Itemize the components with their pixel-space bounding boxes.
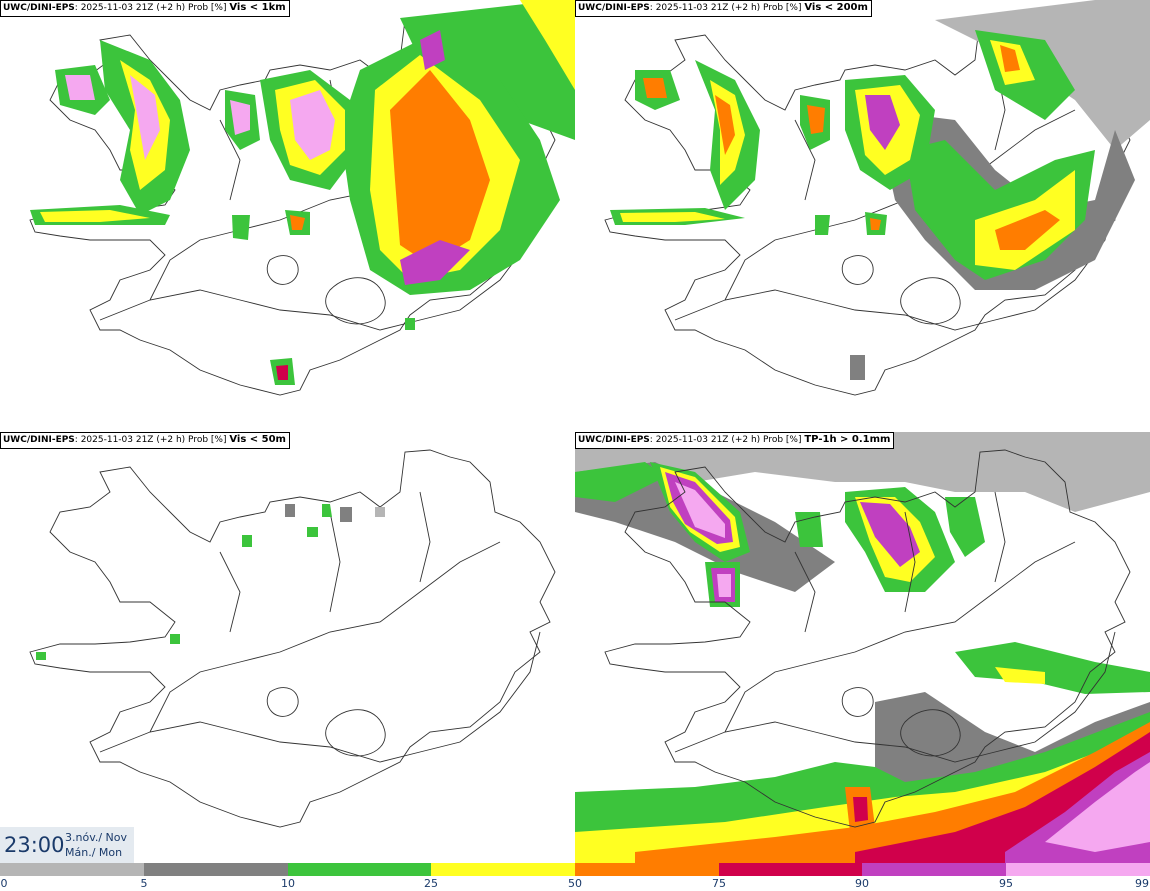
panel-title-tp-1h: UWC/DINI-EPS: 2025-11-03 21Z (+2 h) Prob…: [575, 432, 895, 449]
map-panel-vis-1km: UWC/DINI-EPS: 2025-11-03 21Z (+2 h) Prob…: [0, 0, 575, 432]
panel-run: : 2025-11-03 21Z (+2 h) Prob [%]: [649, 435, 802, 445]
iceland-map-tp-1h: [575, 432, 1150, 863]
panel-source: UWC/DINI-EPS: [578, 435, 650, 445]
map-panel-tp-1h: UWC/DINI-EPS: 2025-11-03 21Z (+2 h) Prob…: [575, 432, 1150, 863]
panel-run: : 2025-11-03 21Z (+2 h) Prob [%]: [74, 435, 227, 445]
colorbar-tick: 5: [140, 877, 148, 890]
panel-source: UWC/DINI-EPS: [578, 3, 650, 13]
colorbar-tick: 50: [568, 877, 582, 890]
panel-run: : 2025-11-03 21Z (+2 h) Prob [%]: [649, 3, 802, 13]
iceland-map-vis-50m: [29, 449, 556, 828]
panel-variable: Vis < 50m: [229, 434, 286, 445]
colorbar-tick: 75: [712, 877, 726, 890]
colorbar-segment: [1006, 863, 1150, 876]
colorbar-segment: [144, 863, 288, 876]
colorbar-segment: [0, 863, 144, 876]
panel-title-vis-50m: UWC/DINI-EPS: 2025-11-03 21Z (+2 h) Prob…: [0, 432, 290, 449]
colorbar-tick: 25: [424, 877, 438, 890]
panel-variable: Vis < 200m: [804, 2, 868, 13]
colorbar-segment: [431, 863, 575, 876]
iceland-map-vis-1km: [29, 0, 575, 396]
colorbar-segment: [575, 863, 719, 876]
panel-run: : 2025-11-03 21Z (+2 h) Prob [%]: [74, 3, 227, 13]
valid-time-box: 23:00 3.nóv./ Nov Mán./ Mon: [0, 827, 134, 863]
iceland-map-vis-200m: [604, 0, 1150, 396]
panel-variable: TP-1h > 0.1mm: [804, 434, 891, 445]
valid-date-line2: Mán./ Mon: [65, 846, 123, 859]
panel-source: UWC/DINI-EPS: [3, 435, 75, 445]
valid-date-line1: 3.nóv./ Nov: [65, 831, 128, 844]
colorbar-tick: 95: [999, 877, 1013, 890]
colorbar-tick: 10: [281, 877, 295, 890]
colorbar-tick: 99: [1135, 877, 1149, 890]
colorbar-segment: [719, 863, 862, 876]
colorbar-tick: 0: [0, 877, 8, 890]
colorbar-tick: 90: [855, 877, 869, 890]
panel-title-vis-200m: UWC/DINI-EPS: 2025-11-03 21Z (+2 h) Prob…: [575, 0, 872, 17]
valid-time-clock: 23:00: [4, 833, 65, 857]
colorbar-segment: [862, 863, 1006, 876]
panel-source: UWC/DINI-EPS: [3, 3, 75, 13]
map-panel-vis-200m: UWC/DINI-EPS: 2025-11-03 21Z (+2 h) Prob…: [575, 0, 1150, 432]
valid-time-date: 3.nóv./ Nov Mán./ Mon: [65, 830, 127, 860]
panel-variable: Vis < 1km: [229, 2, 286, 13]
map-panel-vis-50m: UWC/DINI-EPS: 2025-11-03 21Z (+2 h) Prob…: [0, 432, 575, 863]
probability-colorbar: 0 5 10 25 50 75 90 95 99: [0, 863, 1150, 891]
colorbar-segment: [288, 863, 431, 876]
panel-title-vis-1km: UWC/DINI-EPS: 2025-11-03 21Z (+2 h) Prob…: [0, 0, 290, 17]
